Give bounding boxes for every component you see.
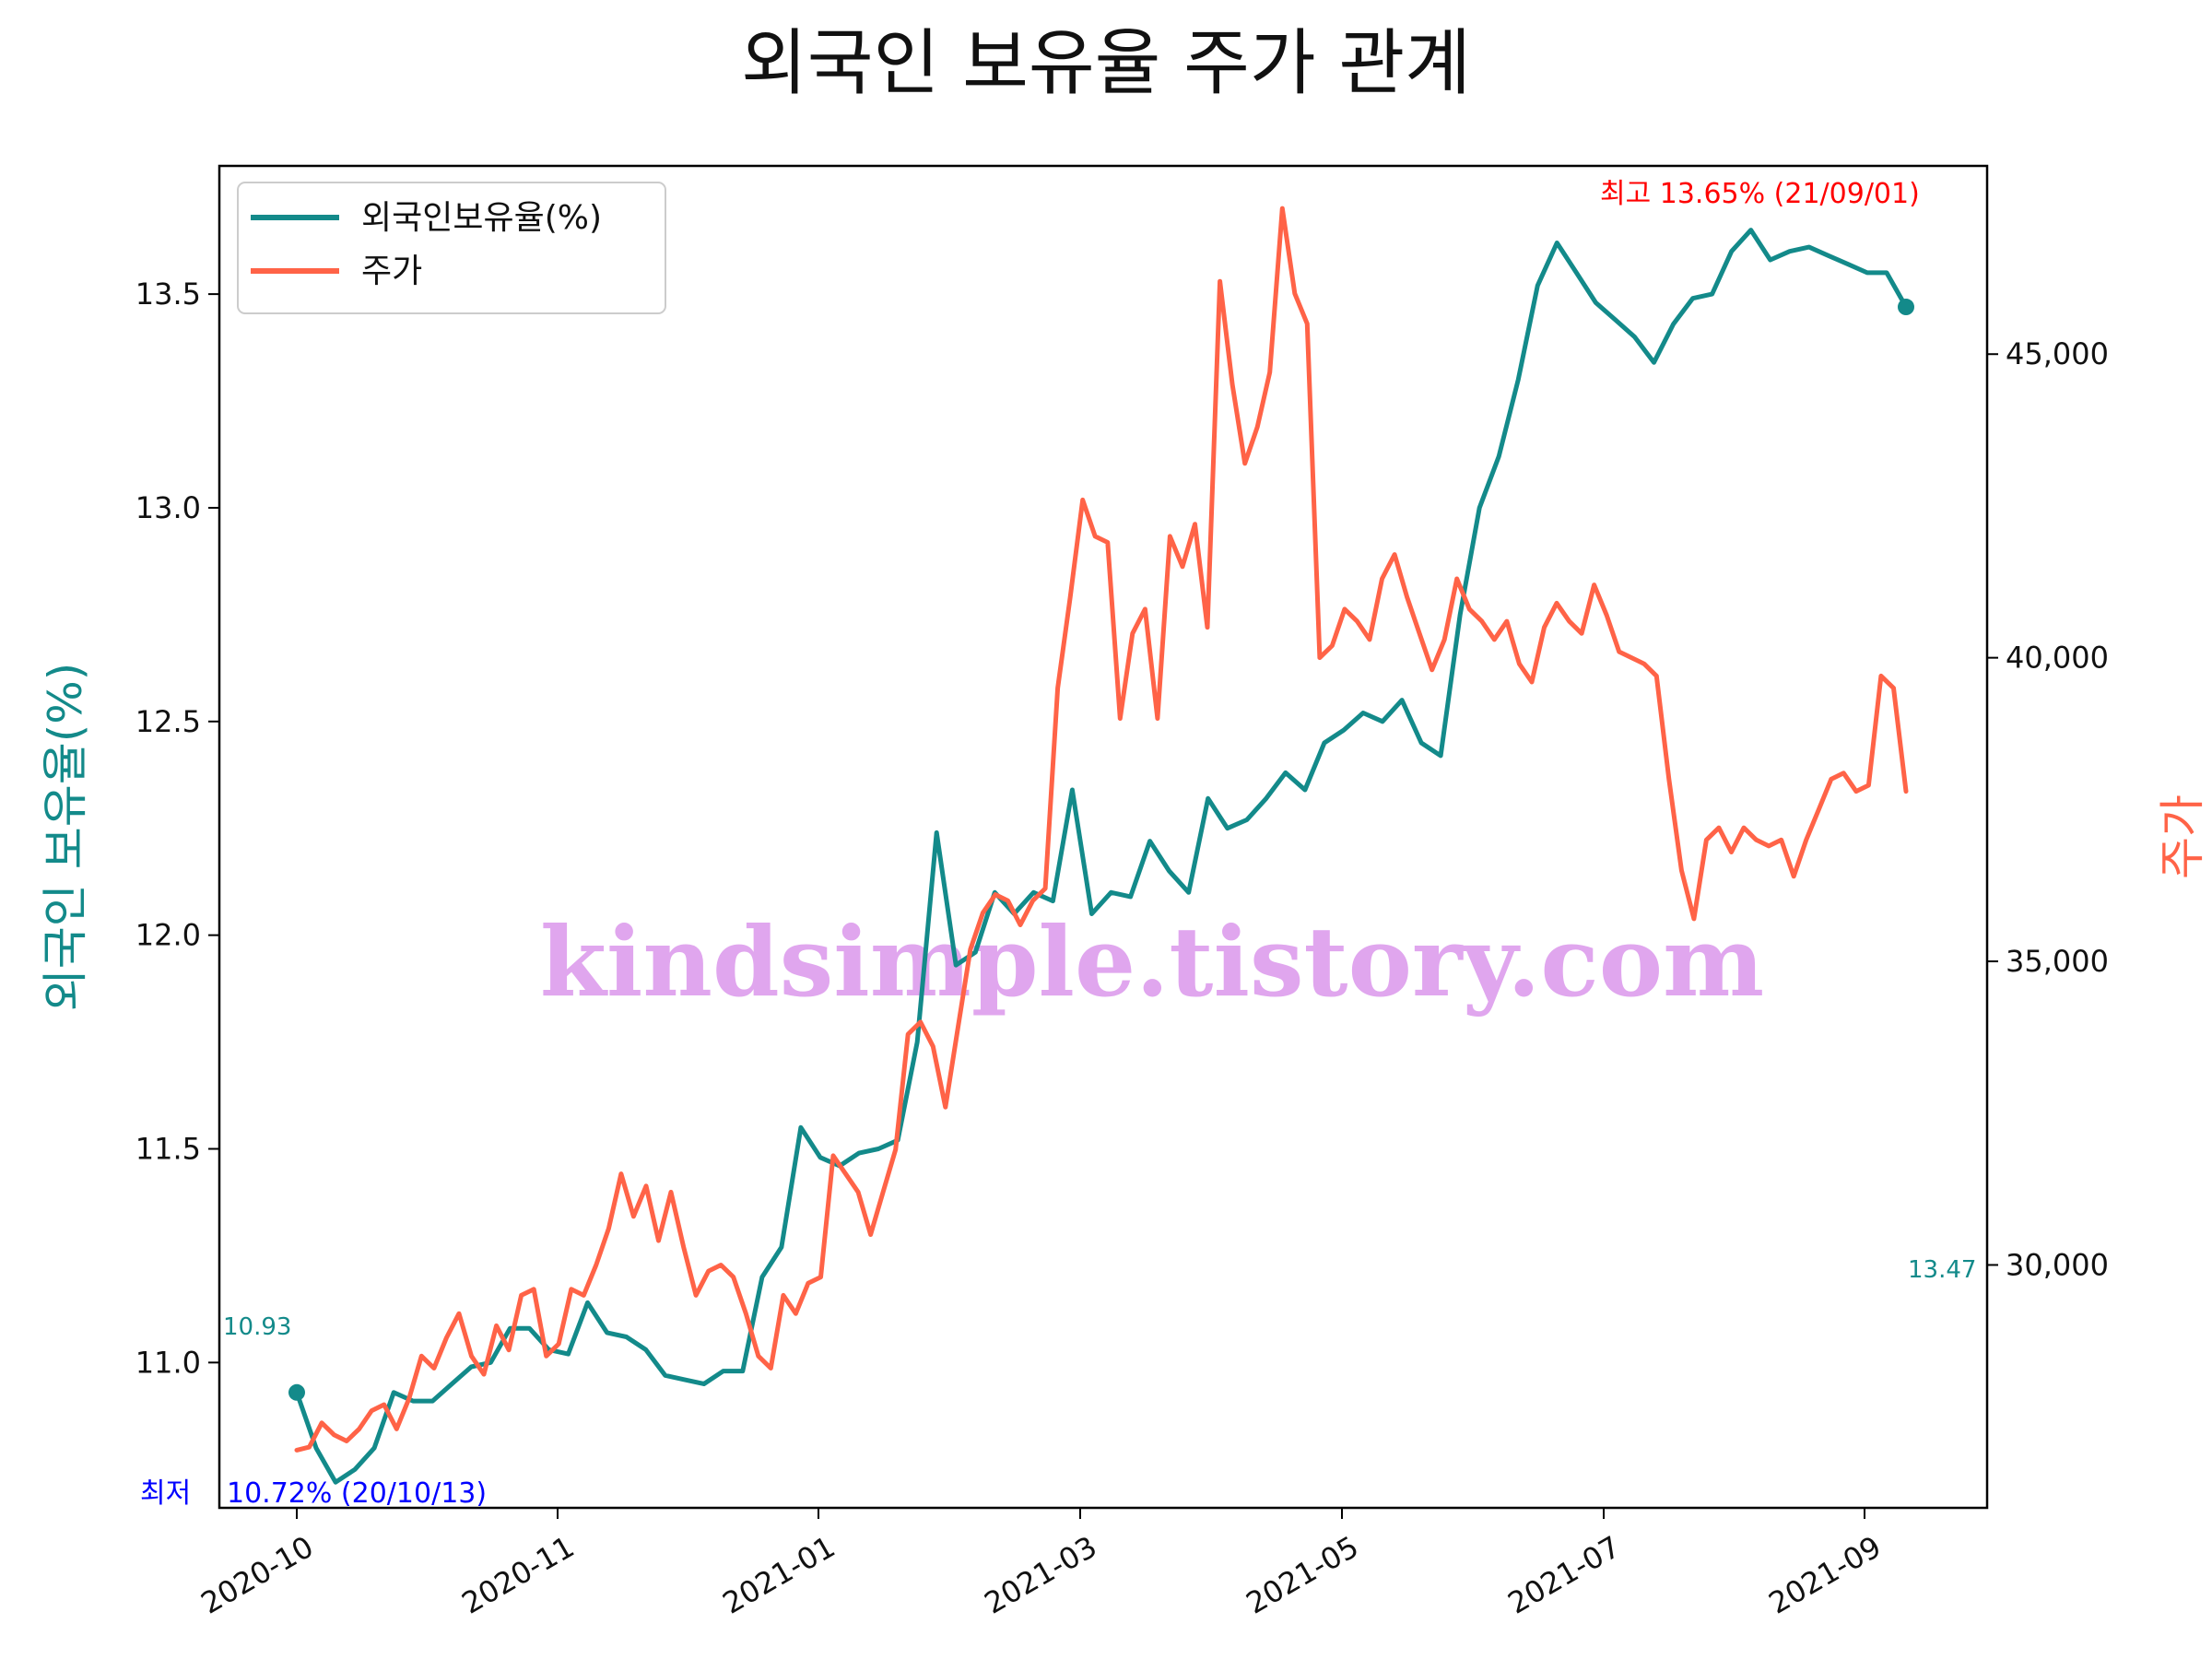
min-annotation: 10.72% (20/10/13) (227, 1477, 487, 1510)
legend: 외국인보유율(%) 주가 (237, 182, 666, 314)
y-axis-right-label: 주가 (2156, 794, 2209, 879)
y-axis-left: 11.0 11.5 12.0 12.5 13.0 13.5 (135, 276, 219, 1380)
y-left-tick-label: 11.5 (135, 1131, 201, 1166)
legend-label-price: 주가 (361, 253, 422, 290)
x-tick-label: 2020-11 (456, 1529, 581, 1621)
y-right-tick-label: 45,000 (2006, 336, 2109, 371)
y-right-tick-label: 35,000 (2006, 944, 2109, 979)
x-tick-label: 2021-03 (979, 1529, 1103, 1621)
start-value-label: 10.93 (223, 1313, 291, 1341)
y-left-tick-label: 13.5 (135, 276, 201, 312)
y-axis-left-label: 외국인 보유율(%) (39, 663, 92, 1011)
y-axis-right: 30,000 35,000 40,000 45,000 (1987, 336, 2109, 1282)
y-left-tick-label: 11.0 (135, 1345, 201, 1380)
legend-label-foreign-ratio: 외국인보유율(%) (361, 199, 602, 237)
x-tick-label: 2021-07 (1502, 1529, 1627, 1621)
y-left-tick-label: 13.0 (135, 490, 201, 525)
end-value-label: 13.47 (1908, 1256, 1976, 1284)
y-left-tick-label: 12.0 (135, 918, 201, 953)
y-right-tick-label: 30,000 (2006, 1247, 2109, 1282)
start-marker (288, 1383, 305, 1401)
end-marker (1898, 299, 1914, 316)
chart-title: 외국인 보유율 주가 관계 (741, 22, 1471, 105)
x-tick-label: 2021-09 (1763, 1529, 1888, 1621)
max-annotation: 최고 13.65% (21/09/01) (1600, 178, 1920, 210)
min-annotation-prefix: 최저 (140, 1477, 191, 1510)
x-axis: 2020-10 2020-11 2021-01 2021-03 2021-05 2021-… (195, 1508, 1888, 1621)
x-tick-label: 2020-10 (195, 1529, 320, 1621)
y-left-tick-label: 12.5 (135, 704, 201, 739)
y-right-tick-label: 40,000 (2006, 641, 2109, 676)
series-layer (294, 206, 1909, 1485)
series-line-price (294, 206, 1909, 1453)
legend-box (237, 182, 666, 314)
plot-frame (218, 164, 1989, 1510)
x-tick-label: 2021-01 (717, 1529, 841, 1621)
series-line-foreign-ratio (294, 228, 1909, 1485)
marker-layer (288, 299, 1914, 1401)
x-tick-label: 2021-05 (1241, 1529, 1365, 1621)
watermark: kindsimple.tistory.com (540, 905, 1764, 1018)
